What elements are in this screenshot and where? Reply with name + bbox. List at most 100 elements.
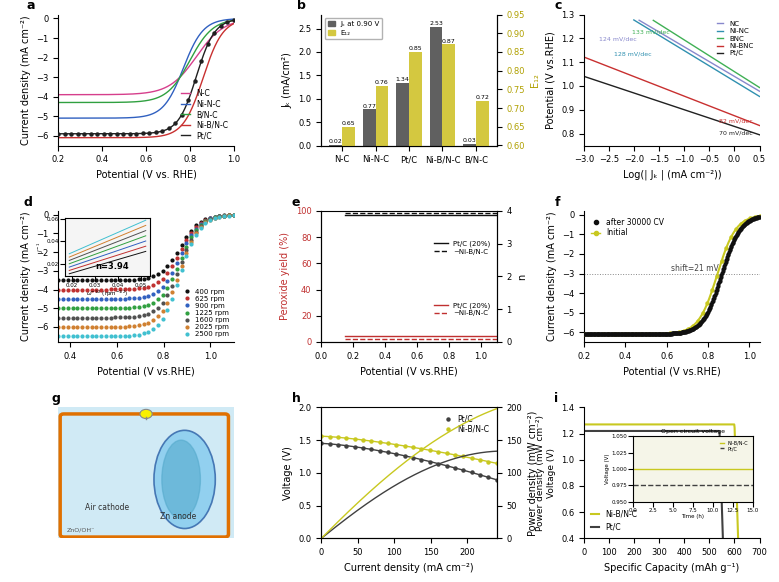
- Pt/C: [358, 445, 368, 452]
- 2025 rpm: [158, 307, 167, 314]
- 1600 rpm: [77, 314, 86, 321]
- Pt/C (20%): [444, 332, 453, 339]
- 400 rpm: [177, 241, 186, 248]
- 2025 rpm: [206, 216, 215, 223]
- 2025 rpm: [106, 324, 115, 331]
- Ni-N-C: [55, 115, 64, 122]
- 625 rpm: [158, 275, 167, 282]
- 2500 rpm: [206, 217, 215, 223]
- B/N-C: [213, 22, 222, 29]
- Pt/C: [229, 17, 238, 24]
- Ni-B/N-C: [54, 134, 63, 141]
- 2500 rpm: [82, 333, 91, 340]
- 625 rpm: [120, 286, 129, 293]
- N-C: [54, 91, 63, 98]
- 1600 rpm: [101, 314, 111, 321]
- 2500 rpm: [215, 213, 224, 220]
- Text: 1.34: 1.34: [396, 77, 410, 82]
- 1225 rpm: [58, 305, 68, 312]
- Ni-B/N-C: [213, 38, 222, 45]
- 1600 rpm: [111, 314, 120, 321]
- 1225 rpm: [196, 221, 205, 228]
- Pt/C: [202, 45, 211, 52]
- 625 rpm: [97, 286, 106, 293]
- Pt/C: [751, 541, 760, 548]
- 1225 rpm: [97, 305, 106, 312]
- N-C: [161, 84, 171, 91]
- Text: 0.65: 0.65: [341, 121, 355, 126]
- Ni-B/N-C: [664, 421, 673, 428]
- 2025 rpm: [54, 324, 63, 331]
- Ni-B/N-C: [325, 433, 334, 440]
- 1225 rpm: [149, 299, 158, 306]
- 1600 rpm: [186, 236, 196, 243]
- 2500 rpm: [120, 332, 129, 339]
- Pt/C: [400, 452, 410, 459]
- Bar: [476, 101, 488, 370]
- 400 rpm: [229, 211, 238, 218]
- 1225 rpm: [206, 215, 215, 222]
- Text: i: i: [555, 392, 559, 405]
- 1600 rpm: [120, 314, 129, 321]
- 625 rpm: [191, 223, 200, 230]
- Pt/C (20%): [340, 211, 350, 218]
- ~Ni-B/N-C: [439, 210, 448, 217]
- Ni-N-C: [54, 115, 63, 122]
- 625 rpm: [125, 286, 134, 293]
- Text: a: a: [26, 0, 35, 12]
- Text: d: d: [23, 196, 32, 209]
- N-C: [229, 20, 238, 27]
- 1600 rpm: [177, 258, 186, 265]
- 2025 rpm: [87, 324, 97, 331]
- 400 rpm: [115, 276, 125, 283]
- Pt/C: [54, 130, 63, 137]
- 400 rpm: [87, 276, 97, 283]
- Ni-B/N-C: [450, 452, 460, 459]
- Pt/C: [684, 427, 693, 434]
- Pt/C (20%): [432, 332, 442, 339]
- 1225 rpm: [63, 305, 72, 312]
- Y-axis label: n: n: [517, 274, 527, 279]
- Ni-B/N-C: [358, 436, 368, 443]
- Text: Zn anode: Zn anode: [160, 512, 196, 521]
- 900 rpm: [182, 240, 191, 247]
- ~Ni-B/N-C: [444, 210, 453, 217]
- Y-axis label: Current density (mA cm⁻²): Current density (mA cm⁻²): [547, 212, 557, 341]
- 900 rpm: [158, 283, 167, 290]
- Bar: [397, 83, 409, 146]
- 900 rpm: [63, 296, 72, 303]
- 2025 rpm: [77, 324, 86, 331]
- 625 rpm: [58, 286, 68, 293]
- 2025 rpm: [163, 299, 172, 306]
- 900 rpm: [97, 296, 106, 303]
- 2500 rpm: [201, 219, 210, 226]
- 1225 rpm: [134, 303, 143, 310]
- Pt/C: [450, 464, 460, 471]
- 2500 rpm: [68, 333, 77, 340]
- Line: 400 rpm: 400 rpm: [57, 214, 235, 282]
- Bar: [409, 52, 421, 370]
- Bar: [342, 127, 354, 370]
- 625 rpm: [172, 254, 182, 261]
- 900 rpm: [68, 296, 77, 303]
- 400 rpm: [54, 276, 63, 283]
- 625 rpm: [139, 284, 148, 291]
- N-C: [202, 40, 211, 47]
- 625 rpm: [129, 285, 139, 292]
- 1600 rpm: [144, 310, 153, 317]
- Line: 2500 rpm: 2500 rpm: [57, 214, 235, 338]
- 625 rpm: [82, 286, 91, 293]
- 900 rpm: [201, 217, 210, 224]
- Text: 0.76: 0.76: [375, 80, 389, 85]
- 2500 rpm: [58, 333, 68, 340]
- 1225 rpm: [101, 305, 111, 312]
- 1225 rpm: [220, 212, 229, 219]
- 1600 rpm: [97, 314, 106, 321]
- Text: 0.87: 0.87: [442, 39, 456, 44]
- 625 rpm: [163, 270, 172, 277]
- 2025 rpm: [224, 212, 234, 219]
- 1225 rpm: [182, 243, 191, 250]
- Pt/C: [459, 467, 468, 474]
- Ni-B/N-C: [342, 435, 351, 442]
- X-axis label: Potential (V vs.RHE): Potential (V vs.RHE): [623, 366, 721, 376]
